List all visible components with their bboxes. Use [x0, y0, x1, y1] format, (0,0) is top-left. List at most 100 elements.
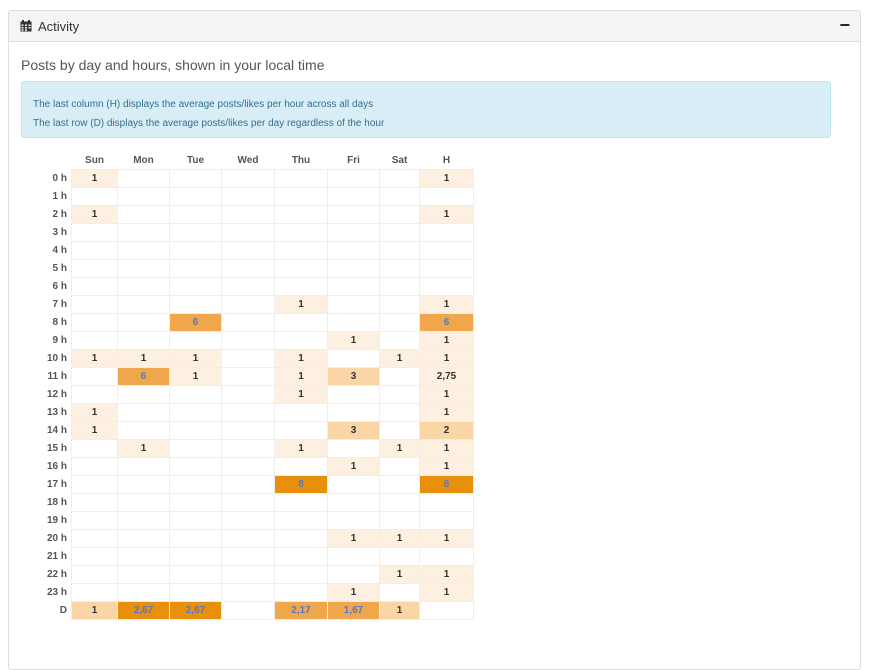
info-alert: The last column (H) displays the average…	[21, 81, 831, 138]
heatmap-cell-thu	[274, 223, 328, 242]
row-label: 17 h	[46, 479, 67, 490]
heatmap-cell-mon	[117, 313, 170, 332]
heatmap-cell-mon	[117, 259, 170, 278]
heatmap-cell-fri	[327, 205, 380, 224]
heatmap-cell-tue	[169, 475, 222, 494]
heatmap-cell-wed	[221, 277, 275, 296]
heatmap-cell-sun	[71, 331, 118, 350]
heatmap-cell-fri	[327, 259, 380, 278]
heatmap-cell-mon	[117, 223, 170, 242]
heatmap-cell-h	[419, 187, 474, 206]
row-label: 9 h	[52, 335, 67, 346]
heatmap-cell-h	[419, 547, 474, 566]
heatmap-cell-mon	[117, 331, 170, 350]
heatmap-cell-h: 1	[419, 439, 474, 458]
heatmap-cell-thu	[274, 421, 328, 440]
heatmap-cell-mon	[117, 241, 170, 260]
row-label: 12 h	[46, 389, 67, 400]
heatmap-cell-h: 1	[419, 565, 474, 584]
column-header-sat: Sat	[391, 155, 408, 166]
heatmap-cell-mon: 6	[117, 367, 170, 386]
heatmap-cell-fri: 3	[327, 367, 380, 386]
heatmap-cell-fri	[327, 187, 380, 206]
heatmap-cell-h: 2,75	[419, 367, 474, 386]
heatmap-cell-fri	[327, 169, 380, 188]
heatmap-cell-thu	[274, 547, 328, 566]
heatmap-cell-sun: 1	[71, 403, 118, 422]
heatmap-cell-sun	[71, 493, 118, 512]
heatmap-cell-h: 1	[419, 331, 474, 350]
heatmap-row: 12 h 1 1	[37, 385, 474, 404]
heatmap-row: 0 h 1 1	[37, 169, 474, 188]
heatmap-cell-wed	[221, 295, 275, 314]
heatmap-cell-sun	[71, 511, 118, 530]
row-label: 15 h	[46, 443, 67, 454]
heatmap-cell-wed	[221, 439, 275, 458]
heatmap-cell-wed	[221, 223, 275, 242]
heatmap-cell-thu	[274, 241, 328, 260]
heatmap-cell-fri	[327, 385, 380, 404]
column-header-mon: Mon	[133, 155, 154, 166]
heatmap-cell-sun	[71, 295, 118, 314]
heatmap-cell-h: 1	[419, 169, 474, 188]
heatmap-cell-thu	[274, 403, 328, 422]
heatmap-cell-tue	[169, 241, 222, 260]
heatmap-cell-wed	[221, 367, 275, 386]
row-label: 23 h	[46, 587, 67, 598]
heatmap-row: 5 h	[37, 259, 474, 278]
heatmap-cell-fri	[327, 295, 380, 314]
heatmap-cell-fri	[327, 241, 380, 260]
heatmap-cell-tue	[169, 205, 222, 224]
heatmap-cell-h	[419, 241, 474, 260]
row-label: 2 h	[52, 209, 67, 220]
heatmap-cell-sat	[379, 421, 420, 440]
heatmap-cell-tue	[169, 385, 222, 404]
heatmap-cell-sun: 1	[71, 421, 118, 440]
heatmap-row: 3 h	[37, 223, 474, 242]
heatmap-cell-mon	[117, 583, 170, 602]
heatmap-cell-mon	[117, 421, 170, 440]
heatmap-cell-tue	[169, 331, 222, 350]
row-label: 18 h	[46, 497, 67, 508]
column-header-wed: Wed	[237, 155, 259, 166]
collapse-button[interactable]: −	[839, 15, 850, 35]
heatmap-cell-sat	[379, 367, 420, 386]
heatmap-row: 17 h 8 8	[37, 475, 474, 494]
heatmap-cell-mon	[117, 565, 170, 584]
heatmap-cell-mon	[117, 385, 170, 404]
heatmap-row: 11 h 6 1 1 3 2,75	[37, 367, 474, 386]
heatmap-cell-sun	[71, 259, 118, 278]
heatmap-row: 14 h 1 3 2	[37, 421, 474, 440]
heatmap-cell-tue	[169, 187, 222, 206]
heatmap-cell-tue	[169, 565, 222, 584]
heatmap-cell-thu: 1	[274, 295, 328, 314]
heatmap-cell-tue	[169, 421, 222, 440]
heatmap-row: 9 h 1 1	[37, 331, 474, 350]
heatmap-row: 23 h 1 1	[37, 583, 474, 602]
heatmap-cell-wed	[221, 493, 275, 512]
heatmap-cell-sun	[71, 277, 118, 296]
heatmap-cell-fri	[327, 475, 380, 494]
row-label: 8 h	[52, 317, 67, 328]
heatmap-cell-h: 1	[419, 529, 474, 548]
heatmap-cell-sat	[379, 313, 420, 332]
heatmap-cell-thu: 1	[274, 367, 328, 386]
heatmap-row: 7 h 1 1	[37, 295, 474, 314]
heatmap-row: 6 h	[37, 277, 474, 296]
row-label: 20 h	[46, 533, 67, 544]
heatmap-cell-thu	[274, 457, 328, 476]
heatmap-cell-mon	[117, 295, 170, 314]
heatmap-cell-tue: 6	[169, 313, 222, 332]
row-label: 16 h	[46, 461, 67, 472]
row-label: 19 h	[46, 515, 67, 526]
heatmap-cell-wed	[221, 565, 275, 584]
heatmap-cell-fri	[327, 277, 380, 296]
heatmap-cell-wed	[221, 529, 275, 548]
heatmap-row: 1 h	[37, 187, 474, 206]
heatmap-cell-sun	[71, 313, 118, 332]
heatmap-row: 19 h	[37, 511, 474, 530]
heatmap-cell-sun	[71, 583, 118, 602]
heatmap-cell-h: 1	[419, 295, 474, 314]
heatmap-cell-tue	[169, 223, 222, 242]
